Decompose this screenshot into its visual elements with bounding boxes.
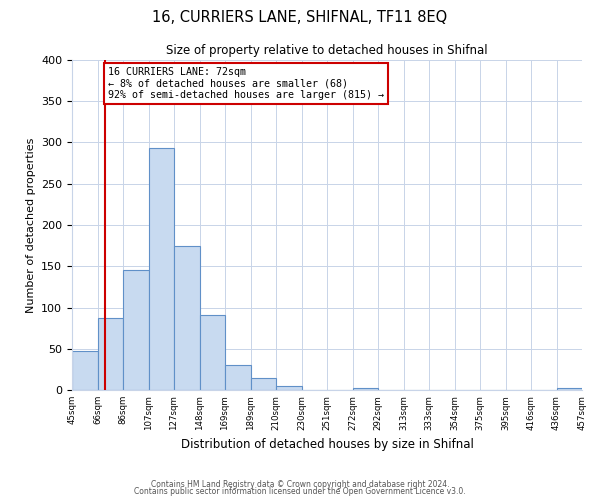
Bar xyxy=(149,148,174,390)
Bar xyxy=(199,315,225,390)
Bar xyxy=(225,365,251,390)
X-axis label: Distribution of detached houses by size in Shifnal: Distribution of detached houses by size … xyxy=(181,438,473,451)
Text: Contains HM Land Registry data © Crown copyright and database right 2024.: Contains HM Land Registry data © Crown c… xyxy=(151,480,449,489)
Bar xyxy=(557,388,582,390)
Bar xyxy=(353,388,378,390)
Text: 16 CURRIERS LANE: 72sqm
← 8% of detached houses are smaller (68)
92% of semi-det: 16 CURRIERS LANE: 72sqm ← 8% of detached… xyxy=(109,66,385,100)
Bar xyxy=(174,246,199,390)
Bar xyxy=(72,351,97,390)
Title: Size of property relative to detached houses in Shifnal: Size of property relative to detached ho… xyxy=(166,44,488,58)
Y-axis label: Number of detached properties: Number of detached properties xyxy=(26,138,35,312)
Text: Contains public sector information licensed under the Open Government Licence v3: Contains public sector information licen… xyxy=(134,487,466,496)
Bar xyxy=(251,378,276,390)
Bar xyxy=(123,270,149,390)
Bar xyxy=(276,386,302,390)
Bar xyxy=(97,318,123,390)
Text: 16, CURRIERS LANE, SHIFNAL, TF11 8EQ: 16, CURRIERS LANE, SHIFNAL, TF11 8EQ xyxy=(152,10,448,25)
